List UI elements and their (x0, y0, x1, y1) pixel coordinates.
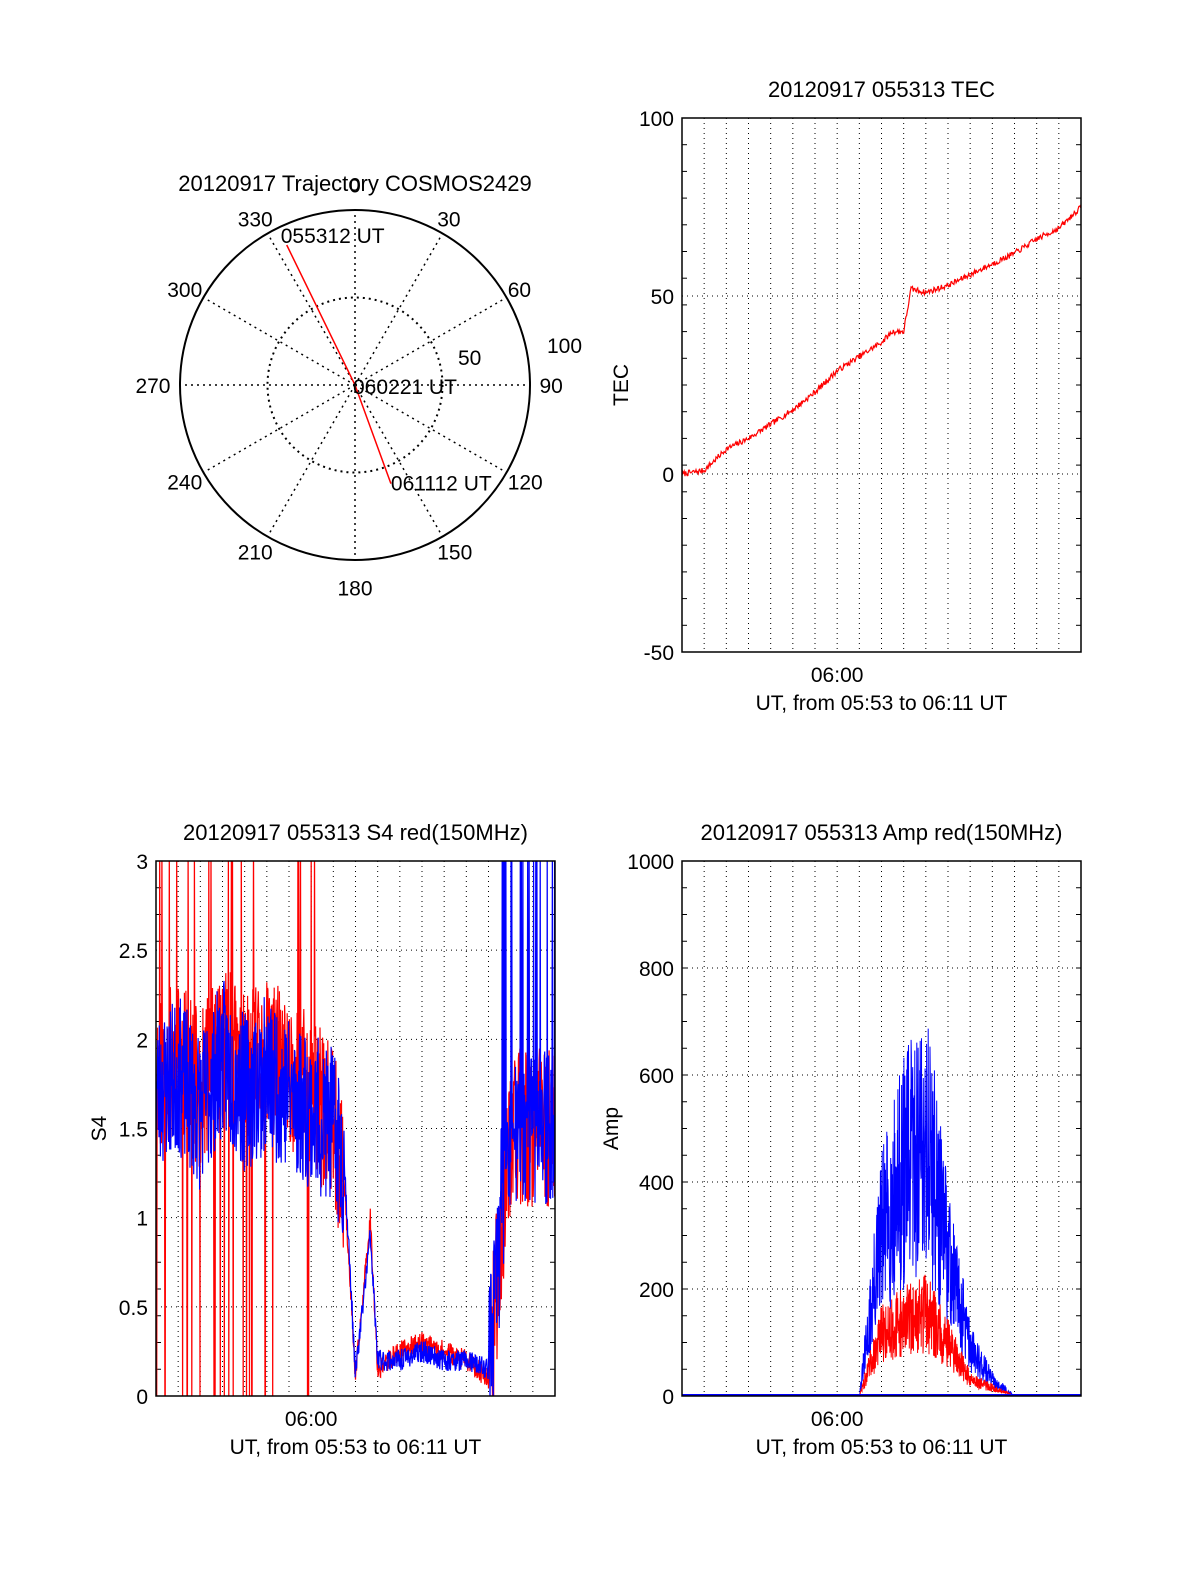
s4-red-line (156, 861, 555, 1396)
amp-xtick-label: 06:00 (811, 1408, 864, 1431)
trajectory-track (286, 244, 392, 484)
polar-spoke-210 (266, 384, 356, 537)
s4-ytick-label: 2.5 (119, 940, 148, 963)
azimuth-label-270: 270 (135, 375, 170, 398)
track-start-label: 055312 UT (281, 225, 385, 248)
amp-ytick-label: 800 (639, 958, 674, 981)
s4-panel: 20120917 055313 S4 red(150MHz) 0 0.5 1 1.5 2 2… (88, 820, 556, 1459)
amp-title: 20120917 055313 Amp red(150MHz) (700, 820, 1062, 845)
polar-spoke-240 (203, 384, 356, 474)
azimuth-label-30: 30 (437, 208, 460, 231)
polar-spoke-30 (354, 233, 444, 386)
azimuth-label-210: 210 (238, 542, 273, 565)
track-mid-label: 060221 UT (353, 376, 457, 399)
s4-ytick-label: 1.5 (119, 1119, 148, 1142)
tec-title: 20120917 055313 TEC (768, 77, 995, 102)
tec-series-line (682, 204, 1081, 477)
amp-ytick-label: 400 (639, 1172, 674, 1195)
s4-xtick-label: 06:00 (285, 1408, 338, 1431)
amp-series-red (682, 1274, 1081, 1396)
tec-panel: 20120917 055313 TEC -50 0 50 100 06:00 UT, fro… (610, 77, 1082, 715)
radial-label-100: 100 (547, 335, 582, 358)
amp-ytick-label: 200 (639, 1279, 674, 1302)
polar-spoke-60 (354, 296, 507, 386)
azimuth-label-300: 300 (167, 279, 202, 302)
amp-ytick-label: 600 (639, 1065, 674, 1088)
s4-plot-area (156, 861, 555, 1396)
s4-ytick-label: 2 (136, 1029, 148, 1052)
track-end-label: 061112 UT (391, 473, 492, 496)
amp-ylabel: Amp (600, 1107, 623, 1150)
tec-xlabel: UT, from 05:53 to 06:11 UT (756, 692, 1008, 715)
s4-xlabel: UT, from 05:53 to 06:11 UT (230, 1436, 482, 1459)
azimuth-label-60: 60 (508, 279, 531, 302)
amp-axes-box (681, 860, 1082, 1397)
s4-ytick-label: 1 (136, 1208, 148, 1231)
tec-xtick-label: 06:00 (811, 664, 864, 687)
tec-plot-area (682, 204, 1081, 477)
tec-ylabel: TEC (610, 364, 633, 406)
amp-ytick-label: 1000 (627, 851, 674, 874)
azimuth-label-120: 120 (508, 471, 543, 494)
tec-ytick-label: 0 (662, 464, 674, 487)
s4-ytick-label: 3 (136, 851, 148, 874)
polar-spoke-330 (266, 233, 356, 386)
polar-ring-50 (266, 296, 444, 474)
s4-series-blue (156, 861, 555, 1396)
tec-ytick-label: 50 (651, 286, 674, 309)
s4-blue-line (156, 861, 555, 1396)
polar-spoke-120 (354, 384, 507, 474)
s4-ytick-label: 0.5 (119, 1297, 148, 1320)
tec-axes-box (681, 117, 1082, 653)
tec-ytick-label: -50 (644, 642, 674, 665)
azimuth-label-240: 240 (167, 471, 202, 494)
radial-label-50: 50 (458, 347, 481, 370)
azimuth-label-0: 0 (349, 175, 361, 198)
amp-plot-area (682, 1028, 1081, 1396)
s4-ylabel: S4 (88, 1115, 111, 1141)
trajectory-title: 20120917 Trajectory COSMOS2429 (178, 171, 531, 196)
amp-xlabel: UT, from 05:53 to 06:11 UT (756, 1436, 1008, 1459)
tec-ytick-label: 100 (639, 108, 674, 131)
azimuth-label-150: 150 (437, 542, 472, 565)
amp-panel: 20120917 055313 Amp red(150MHz) 0 200 400 60… (600, 820, 1082, 1459)
azimuth-label-330: 330 (238, 208, 273, 231)
s4-axes-box (155, 860, 556, 1397)
s4-ytick-label: 0 (136, 1386, 148, 1409)
amp-ytick-label: 0 (662, 1386, 674, 1409)
azimuth-label-90: 90 (540, 375, 563, 398)
s4-series-red (156, 861, 555, 1396)
polar-spoke-150 (354, 384, 444, 537)
polar-spoke-300 (203, 296, 356, 386)
azimuth-label-180: 180 (337, 578, 372, 601)
s4-title: 20120917 055313 S4 red(150MHz) (183, 820, 528, 845)
